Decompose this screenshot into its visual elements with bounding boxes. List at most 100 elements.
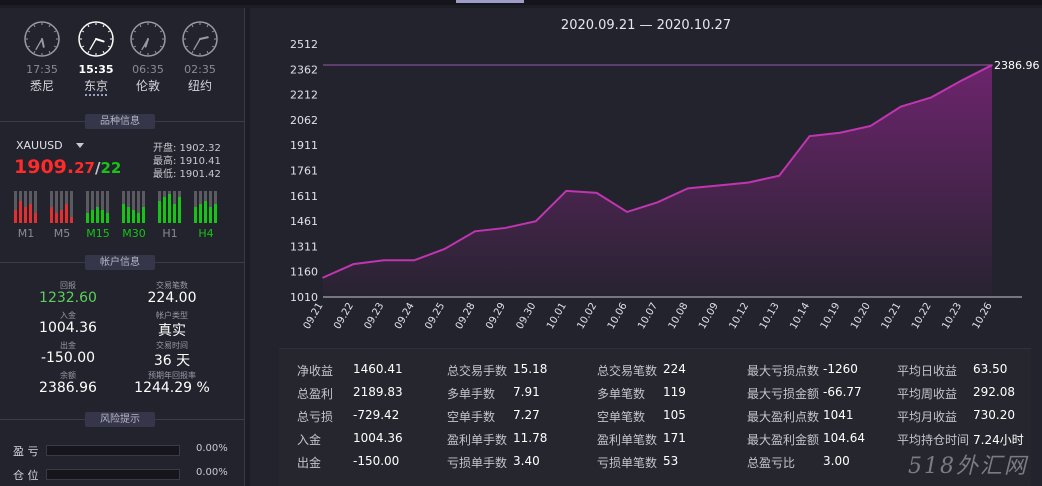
- meter-fill: [127, 207, 130, 223]
- stat-value: 15.18: [513, 362, 548, 376]
- data-point: [930, 96, 932, 99]
- price-main: 1909.: [14, 156, 75, 178]
- meter-fill: [91, 210, 94, 223]
- stat-value: 7.91: [513, 385, 540, 399]
- meter-column: [34, 191, 37, 223]
- data-point: [960, 79, 963, 82]
- stat-value: 730.20: [973, 408, 1015, 422]
- risk-percent: 0.00%: [196, 467, 228, 478]
- y-tick-label: 1761: [290, 165, 318, 178]
- stat-value: 292.08: [973, 385, 1015, 399]
- clock-icon: [24, 21, 60, 57]
- risk-percent: 0.00%: [196, 443, 228, 454]
- stat-label: 入金: [297, 433, 322, 447]
- meter-fill: [178, 197, 181, 223]
- timeframe-label[interactable]: M15: [86, 227, 110, 240]
- chevron-down-icon[interactable]: [76, 143, 84, 148]
- quote-section: 品种信息: [0, 114, 245, 129]
- account-value: 1232.60: [39, 290, 97, 306]
- meter-fill: [158, 201, 161, 223]
- high-price: 最高: 1910.41: [153, 156, 221, 167]
- data-point: [535, 220, 537, 223]
- price-spread: 22: [100, 159, 122, 177]
- meter-fill: [168, 194, 171, 223]
- meter-column: [209, 191, 212, 223]
- price-fraction: 27: [74, 159, 95, 177]
- meter-fill: [132, 210, 135, 223]
- stat-label: 总交易笔数: [597, 364, 658, 378]
- meter-fill: [29, 204, 32, 223]
- data-point: [778, 174, 780, 177]
- last-value-label: 2386.96: [994, 59, 1040, 72]
- timeframe-label[interactable]: M1: [17, 227, 35, 240]
- meter-fill: [194, 207, 197, 223]
- x-tick-label: 10.06: [606, 301, 630, 331]
- timeframe-meter-m15[interactable]: [86, 191, 116, 223]
- meter-fill: [204, 201, 207, 223]
- stat-label: 最大亏损金额: [747, 387, 820, 401]
- account-value: 36 天: [153, 353, 191, 369]
- meter-column: [91, 191, 94, 223]
- data-point: [322, 276, 324, 279]
- meter-fill: [34, 213, 37, 223]
- clock-city: 纽约: [187, 79, 212, 93]
- account-label: 余额: [60, 371, 76, 380]
- meter-fill: [60, 210, 63, 223]
- timeframe-meter-m5[interactable]: [50, 191, 80, 223]
- meter-fill: [24, 207, 27, 223]
- active-clock-indicator: [85, 94, 107, 96]
- timeframe-meter-m1[interactable]: [14, 191, 44, 223]
- x-tick-label: 10.26: [971, 301, 995, 331]
- meter-column: [142, 191, 145, 223]
- stat-label: 平均日收益: [897, 364, 958, 378]
- account-label: 帐户类型: [156, 311, 188, 320]
- risk-progress-bar: [46, 469, 180, 480]
- x-tick-label: 10.02: [575, 301, 599, 331]
- data-point: [474, 230, 476, 233]
- meter-fill: [214, 204, 217, 223]
- current-price: 1909.27/22: [14, 156, 121, 178]
- timeframe-label[interactable]: H1: [162, 227, 178, 240]
- clock-2: 06:35 伦敦: [128, 20, 168, 94]
- account-section: 帐户信息: [0, 255, 245, 270]
- x-tick-label: 10.01: [545, 301, 569, 331]
- symbol-selector[interactable]: XAUUSD: [16, 139, 63, 152]
- clock-time: 17:35: [26, 63, 58, 76]
- stat-value: 53: [663, 454, 679, 468]
- data-point: [899, 105, 902, 108]
- timeframe-meter-h1[interactable]: [158, 191, 188, 223]
- timeframe-label[interactable]: M5: [53, 227, 71, 240]
- stat-label: 盈利单笔数: [597, 433, 658, 447]
- active-tab-indicator[interactable]: [456, 0, 524, 3]
- y-tick-label: 1911: [290, 139, 318, 152]
- meter-fill: [86, 213, 89, 223]
- clock-3: 02:35 纽约: [180, 20, 220, 94]
- timeframe-label[interactable]: M30: [122, 227, 146, 240]
- meter-column: [14, 191, 17, 223]
- stat-value: 63.50: [973, 362, 1008, 376]
- account-label: 交易笔数: [156, 281, 188, 290]
- meter-column: [199, 191, 202, 223]
- meter-column: [60, 191, 63, 223]
- stat-label: 盈利单手数: [447, 433, 508, 447]
- data-point: [747, 181, 750, 184]
- x-tick-label: 09.21: [302, 301, 326, 331]
- timeframe-meter-h4[interactable]: [194, 191, 224, 223]
- timeframe-meter-m30[interactable]: [122, 191, 152, 223]
- account-value: 1004.36: [39, 320, 97, 336]
- meter-fill: [199, 204, 202, 223]
- stat-value: -150.00: [353, 454, 400, 468]
- x-tick-label: 09.23: [363, 301, 387, 331]
- timeframe-label[interactable]: H4: [198, 227, 214, 240]
- meter-column: [122, 191, 125, 223]
- risk-section: 风险提示: [0, 412, 245, 427]
- meter-fill: [122, 204, 125, 223]
- stat-label: 净收益: [297, 364, 334, 378]
- watermark-logo: 518外汇网: [908, 454, 1028, 479]
- stat-value: 1041: [823, 408, 854, 422]
- y-tick-label: 2512: [290, 38, 318, 51]
- data-point: [869, 125, 872, 127]
- stat-label: 总盈利: [297, 387, 334, 401]
- stat-value: 1004.36: [353, 431, 403, 445]
- stat-label: 亏损单手数: [447, 456, 508, 470]
